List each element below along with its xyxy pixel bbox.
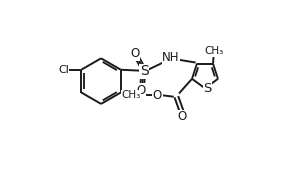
Text: S: S	[140, 64, 148, 78]
Text: O: O	[153, 89, 162, 102]
Text: O: O	[136, 84, 146, 97]
Text: S: S	[203, 82, 212, 95]
Text: O: O	[130, 47, 140, 60]
Text: O: O	[177, 110, 187, 123]
Text: CH₃: CH₃	[204, 46, 223, 56]
Text: NH: NH	[162, 51, 180, 64]
Text: Cl: Cl	[58, 65, 69, 75]
Text: CH₃: CH₃	[121, 90, 141, 100]
